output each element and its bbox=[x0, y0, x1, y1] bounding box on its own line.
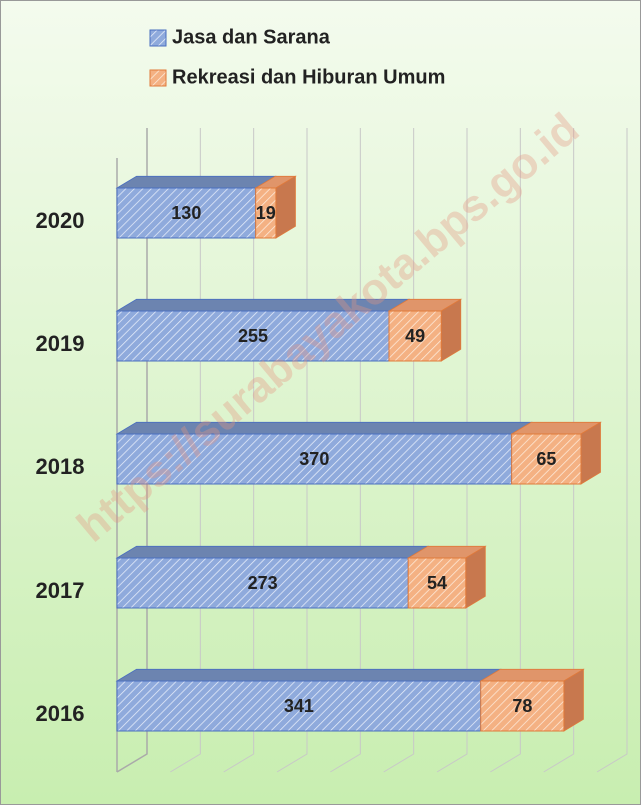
data-label: 65 bbox=[536, 449, 556, 469]
data-label: 130 bbox=[171, 203, 201, 223]
bar-top bbox=[115, 668, 502, 682]
bar-segment bbox=[115, 668, 502, 732]
bar-segment bbox=[387, 298, 463, 362]
data-label: 370 bbox=[299, 449, 329, 469]
bar-front bbox=[116, 310, 390, 362]
bar-front bbox=[407, 557, 467, 609]
grid-line bbox=[543, 128, 575, 773]
data-label: 341 bbox=[284, 696, 314, 716]
bar-front bbox=[511, 433, 582, 485]
bar-front bbox=[116, 433, 513, 485]
data-label: 273 bbox=[248, 573, 278, 593]
bar-front bbox=[116, 187, 257, 239]
bar-segment bbox=[254, 175, 297, 239]
data-label: 19 bbox=[256, 203, 276, 223]
y-tick-label: 2017 bbox=[36, 578, 85, 603]
bar-front bbox=[388, 310, 442, 362]
bar-front bbox=[255, 187, 277, 239]
legend-swatch bbox=[149, 29, 167, 47]
grid-line bbox=[596, 128, 628, 773]
bar-segment bbox=[115, 298, 410, 362]
y-tick-label: 2018 bbox=[36, 454, 85, 479]
y-tick-label: 2016 bbox=[36, 701, 85, 726]
data-label: 49 bbox=[405, 326, 425, 346]
bar-segment bbox=[406, 545, 487, 609]
grid-line bbox=[490, 128, 521, 773]
legend-label: Rekreasi dan Hiburan Umum bbox=[172, 66, 445, 88]
bar-front bbox=[480, 680, 565, 732]
data-label: 54 bbox=[427, 573, 447, 593]
y-tick-label: 2019 bbox=[36, 331, 85, 356]
bar-front bbox=[116, 680, 482, 732]
legend: Jasa dan Sarana Rekreasi dan Hiburan Umum bbox=[149, 26, 445, 88]
bar-segment bbox=[510, 421, 602, 485]
bars: 2020 130 19 2019 255 49 2018 370 65 2017 273 54 2016… bbox=[36, 175, 602, 732]
grid-line bbox=[436, 128, 468, 773]
legend-swatch bbox=[149, 69, 167, 87]
bar-top bbox=[115, 545, 430, 559]
y-tick-label: 2020 bbox=[36, 208, 85, 233]
bar-segment bbox=[115, 175, 277, 239]
bar-top bbox=[115, 175, 277, 189]
legend-label: Jasa dan Sarana bbox=[172, 26, 331, 48]
bar-segment bbox=[479, 668, 585, 732]
data-label: 255 bbox=[238, 326, 268, 346]
data-label: 78 bbox=[512, 696, 532, 716]
bar-front bbox=[116, 557, 409, 609]
bar-segment bbox=[115, 421, 533, 485]
bar-segment bbox=[115, 545, 430, 609]
